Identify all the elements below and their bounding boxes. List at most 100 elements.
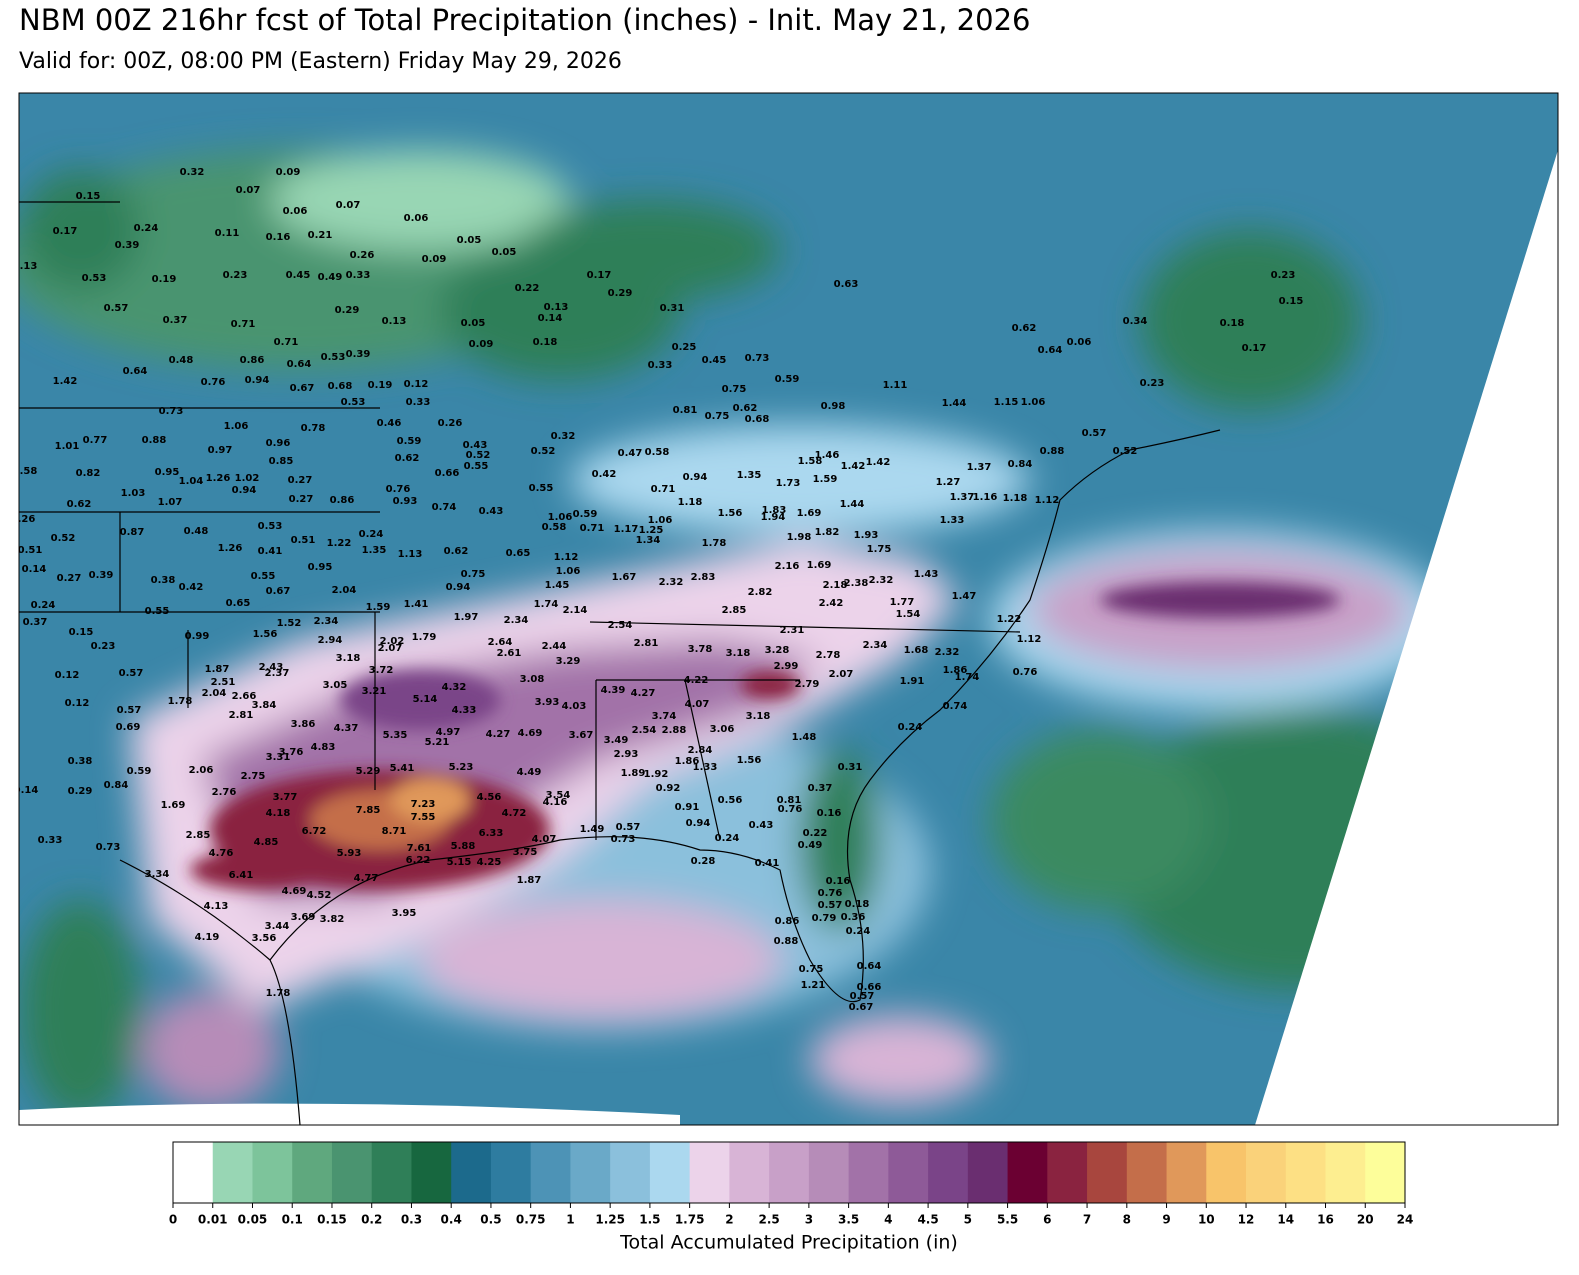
station-value: 0.71	[274, 337, 299, 348]
station-value: 0.75	[799, 964, 824, 975]
station-value: 1.44	[942, 398, 967, 409]
station-value: 1.42	[53, 376, 78, 387]
station-value: 0.57	[818, 900, 843, 911]
station-value: 8.71	[382, 826, 407, 837]
station-value: 0.06	[1067, 337, 1092, 348]
station-value: 0.42	[592, 469, 617, 480]
station-value: 4.76	[209, 848, 234, 859]
colorbar-tick-label: 1.5	[639, 1213, 660, 1227]
colorbar-tick-label: 14	[1277, 1213, 1294, 1227]
station-value: 4.52	[307, 890, 332, 901]
station-value: 0.57	[850, 991, 875, 1002]
station-value: 3.54	[546, 790, 571, 801]
station-value: 4.33	[452, 705, 477, 716]
station-value: 0.52	[1113, 446, 1138, 457]
station-value: 3.67	[569, 730, 594, 741]
station-value: 0.41	[258, 546, 283, 557]
station-value: 3.78	[688, 644, 713, 655]
station-value: 2.34	[863, 640, 888, 651]
colorbar-tick-label: 2	[725, 1213, 733, 1227]
colorbar-swatch	[649, 1142, 691, 1203]
station-value: 0.95	[155, 467, 180, 478]
station-value: 0.17	[53, 226, 78, 237]
station-value: 1.89	[621, 768, 646, 779]
colorbar-swatch	[173, 1142, 214, 1203]
station-value: 1.22	[997, 614, 1022, 625]
colorbar-tick-label: 10	[1198, 1213, 1215, 1227]
station-value: 0.85	[269, 456, 294, 467]
station-value: 0.76	[386, 484, 411, 495]
station-value: 1.92	[644, 769, 669, 780]
station-value: 0.57	[119, 668, 144, 679]
station-labels: 0.32 0.09 0.07 0.15 0.06 0.07 0.06 0.17 0.24 0.11…	[11, 167, 1303, 1013]
station-value: 2.76	[212, 787, 237, 798]
station-value: 2.04	[332, 585, 357, 596]
station-value: 2.54	[632, 725, 657, 736]
station-value: 5.93	[337, 848, 362, 859]
station-value: 0.74	[432, 502, 457, 513]
station-value: 0.93	[393, 496, 418, 507]
station-value: 0.38	[151, 575, 176, 586]
colorbar-tick-label: 6	[1043, 1213, 1051, 1227]
station-value: 0.57	[117, 705, 142, 716]
station-value: 1.45	[545, 580, 570, 591]
colorbar-swatch	[1047, 1142, 1088, 1203]
station-value: 1.18	[1003, 493, 1028, 504]
station-value: 1.27	[936, 477, 961, 488]
station-value: 0.88	[774, 936, 799, 947]
station-value: 1.02	[235, 473, 260, 484]
station-value: 1.17	[614, 524, 639, 535]
station-value: 0.26	[11, 514, 36, 525]
station-value: 1.77	[890, 597, 915, 608]
station-value: 0.71	[580, 523, 605, 534]
station-value: 1.35	[737, 470, 762, 481]
station-value: 7.61	[407, 843, 432, 854]
colorbar-swatch	[689, 1142, 730, 1203]
station-value: 1.12	[1017, 634, 1042, 645]
station-value: 0.75	[705, 411, 730, 422]
station-value: 2.88	[662, 725, 687, 736]
station-value: 0.75	[461, 569, 486, 580]
station-value: 0.24	[846, 926, 871, 937]
station-value: 0.55	[145, 606, 170, 617]
colorbar-label: Total Accumulated Precipitation (in)	[619, 1232, 958, 1254]
station-value: 4.16	[543, 797, 568, 808]
station-value: 4.56	[477, 792, 502, 803]
colorbar-swatch	[1007, 1142, 1048, 1203]
station-value: 0.12	[55, 670, 80, 681]
station-value: 2.14	[563, 605, 588, 616]
colorbar-swatch	[411, 1142, 452, 1203]
station-value: 0.31	[660, 303, 685, 314]
station-value: 2.44	[542, 641, 567, 652]
station-value: 0.26	[438, 418, 463, 429]
colorbar-swatch	[331, 1142, 373, 1203]
station-value: 0.94	[245, 375, 270, 386]
station-value: 0.23	[1140, 378, 1165, 389]
station-value: 4.69	[518, 728, 543, 739]
station-value: 0.68	[745, 414, 770, 425]
colorbar-tick-label: 2.5	[758, 1213, 779, 1227]
station-value: 0.18	[533, 337, 558, 348]
station-value: 0.24	[359, 529, 384, 540]
station-value: 1.73	[776, 478, 801, 489]
station-value: 2.84	[688, 745, 713, 756]
station-value: 0.86	[775, 916, 800, 927]
station-value: 0.19	[152, 274, 177, 285]
station-value: 3.77	[273, 792, 298, 803]
station-value: 6.41	[229, 870, 254, 881]
station-value: 0.62	[67, 499, 92, 510]
colorbar-tick-label: 0.2	[361, 1213, 382, 1227]
station-value: 1.41	[404, 599, 429, 610]
station-value: 0.49	[798, 840, 823, 851]
station-value: 0.43	[479, 506, 504, 517]
colorbar-tick-label: 16	[1317, 1213, 1334, 1227]
station-value: 4.32	[442, 682, 467, 693]
station-value: 0.66	[857, 982, 882, 993]
station-value: 0.55	[464, 461, 489, 472]
station-value: 2.43	[259, 662, 284, 673]
station-value: 2.99	[774, 661, 799, 672]
station-value: 0.23	[1271, 270, 1296, 281]
station-value: 1.37	[950, 492, 975, 503]
station-value: 4.49	[517, 767, 542, 778]
station-value: 0.15	[76, 191, 101, 202]
